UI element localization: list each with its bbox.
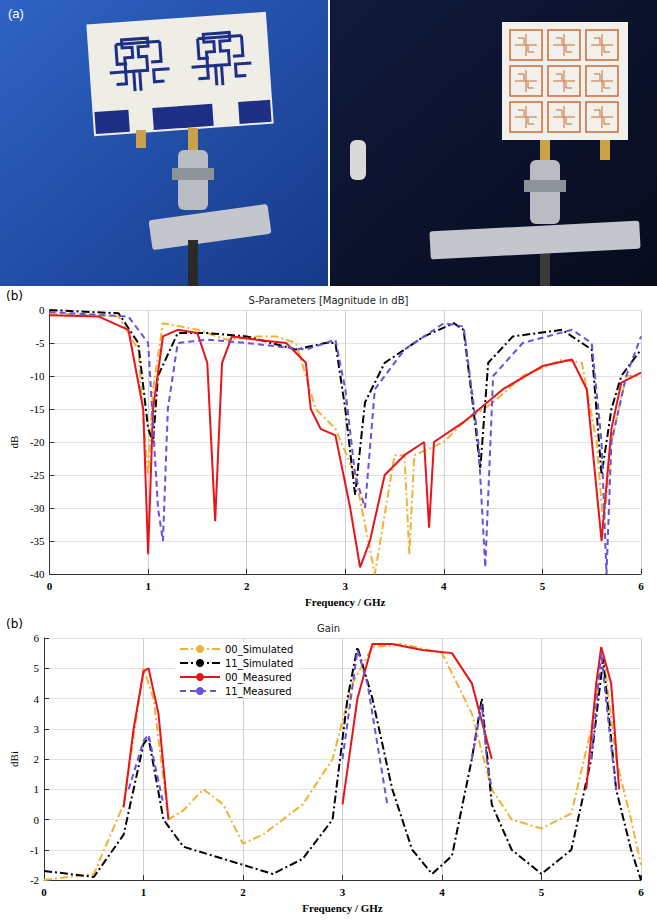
svg-text:4: 4 xyxy=(34,693,40,705)
svg-text:0: 0 xyxy=(39,304,45,316)
svg-text:2: 2 xyxy=(244,580,250,592)
svg-text:11_Measured: 11_Measured xyxy=(225,686,292,698)
svg-text:0: 0 xyxy=(41,886,47,898)
svg-text:Frequency / GHz: Frequency / GHz xyxy=(305,596,386,608)
svg-text:00_Simulated: 00_Simulated xyxy=(225,644,293,656)
svg-text:5: 5 xyxy=(34,662,40,674)
svg-text:6: 6 xyxy=(638,580,644,592)
svg-text:dB: dB xyxy=(8,436,20,449)
svg-text:-15: -15 xyxy=(30,403,45,415)
svg-text:(a): (a) xyxy=(8,6,24,21)
svg-text:Frequency / GHz: Frequency / GHz xyxy=(302,902,383,914)
svg-text:2: 2 xyxy=(240,886,246,898)
svg-text:-40: -40 xyxy=(30,568,45,580)
svg-text:3: 3 xyxy=(34,723,40,735)
svg-text:dBi: dBi xyxy=(8,751,20,767)
svg-text:1: 1 xyxy=(34,783,40,795)
svg-text:0: 0 xyxy=(34,814,40,826)
svg-text:00_Measured: 00_Measured xyxy=(225,672,292,684)
svg-text:1: 1 xyxy=(145,580,151,592)
svg-text:-2: -2 xyxy=(30,874,39,886)
svg-text:11_Simulated: 11_Simulated xyxy=(225,658,293,670)
svg-text:6: 6 xyxy=(638,886,644,898)
svg-text:6: 6 xyxy=(34,632,40,644)
svg-text:5: 5 xyxy=(539,886,545,898)
svg-text:5: 5 xyxy=(540,580,546,592)
svg-text:-25: -25 xyxy=(30,469,45,481)
svg-text:-30: -30 xyxy=(30,502,45,514)
svg-text:-10: -10 xyxy=(30,370,45,382)
svg-text:(b): (b) xyxy=(6,617,23,631)
svg-text:-35: -35 xyxy=(30,535,45,547)
svg-text:Gain: Gain xyxy=(317,623,340,634)
svg-text:S-Parameters [Magnitude in dB]: S-Parameters [Magnitude in dB] xyxy=(249,295,409,306)
svg-text:(b): (b) xyxy=(6,289,23,303)
svg-text:2: 2 xyxy=(34,753,40,765)
svg-text:-20: -20 xyxy=(30,436,45,448)
svg-text:-1: -1 xyxy=(30,844,39,856)
svg-text:1: 1 xyxy=(141,886,147,898)
svg-text:4: 4 xyxy=(441,580,447,592)
svg-text:-5: -5 xyxy=(35,337,45,349)
svg-text:3: 3 xyxy=(343,580,349,592)
svg-text:3: 3 xyxy=(340,886,346,898)
svg-text:4: 4 xyxy=(439,886,445,898)
svg-text:0: 0 xyxy=(47,580,53,592)
